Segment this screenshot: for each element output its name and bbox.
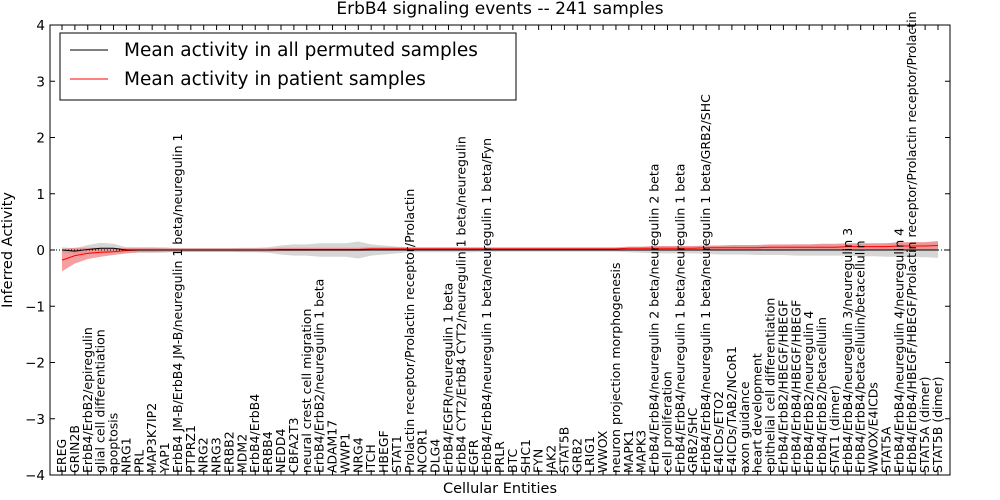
chart-title: ErbB4 signaling events -- 241 samples [336, 0, 663, 19]
x-tick-label: ITCH [363, 444, 378, 473]
x-tick-label: GRB2 [569, 438, 584, 473]
x-tick-label: FYN [531, 449, 546, 473]
x-tick-label: JAK2 [544, 445, 559, 474]
x-tick-label: ErbB4 CYT2/ErbB4 CYT2/neuregulin 1 beta/… [453, 136, 468, 473]
x-tick-label: EREG [54, 439, 69, 473]
x-tick-label: neuron projection morphogenesis [608, 262, 623, 473]
x-tick-label: ErbB4/ErbB4/neuregulin 1 beta/neuregulin… [698, 94, 713, 473]
x-tick-label: PTPRZ1 [183, 425, 198, 473]
x-tick-label: WWOX [595, 430, 610, 473]
x-tick-label: HBEGF [376, 430, 391, 473]
band-patient [62, 241, 938, 272]
x-tick-label: DLG4 [428, 439, 443, 473]
x-tick-label: STAT1 (dimer) [827, 385, 842, 473]
x-tick-label: NRG2 [196, 437, 211, 473]
y-tick-label: −2 [25, 356, 45, 372]
legend-label-permuted: Mean activity in all permuted samples [124, 40, 478, 61]
y-tick-label: −3 [25, 412, 45, 428]
x-tick-label: apoptosis [106, 413, 121, 473]
x-tick-label: E4ICDs/TAB2/NCoR1 [724, 346, 739, 473]
x-tick-label: GRIN2B [67, 425, 82, 473]
y-tick-label: 3 [36, 74, 45, 90]
legend-label-patient: Mean activity in patient samples [124, 69, 426, 90]
x-tick-label: ADAM17 [325, 420, 340, 473]
legend: Mean activity in all permuted samples Me… [59, 32, 517, 101]
x-tick-label: CBFA2T3 [286, 418, 301, 473]
x-tick-label: NRG3 [209, 437, 224, 473]
x-tick-label: GRB2/SHC [685, 408, 700, 473]
x-tick-label: ErbB4 JM-B/ErbB4 JM-B/neuregulin 1 beta/… [170, 134, 185, 473]
x-tick-label: MAPK3 [634, 430, 649, 473]
x-tick-label: YAP1 [157, 442, 172, 474]
x-tick-label: ErbB4/ErbB4/neuregulin 4/neuregulin 4 [891, 228, 906, 473]
x-tick-label: PRL [131, 450, 146, 473]
x-tick-label: epithelial cell differentiation [763, 298, 778, 473]
x-tick-label: NRG1 [118, 437, 133, 473]
x-tick-label: ErbB4/ErbB4/neuregulin 1 beta/neuregulin… [479, 138, 494, 473]
x-tick-label: NEDD4 [273, 429, 288, 473]
x-tick-label: STAT1 [389, 435, 404, 473]
x-tick-label: ErbB4/ErbB4/neuregulin 1 beta/neuregulin… [672, 164, 687, 473]
x-tick-label: NRG4 [350, 437, 365, 473]
plot-frame [49, 24, 951, 476]
x-tick-label: ErbB4/ErbB2/betacellulin [814, 317, 829, 473]
y-tick-label: 4 [36, 18, 45, 34]
x-tick-label: SHC1 [518, 439, 533, 473]
x-tick-label: NCOR1 [415, 428, 430, 473]
y-tick-label: 2 [36, 131, 45, 147]
x-tick-label: PRLR [492, 441, 507, 473]
x-tick-label: ErbB4/ErbB4/neuregulin 3/neuregulin 3 [840, 228, 855, 473]
x-tick-label: axon guidance [737, 381, 752, 473]
x-tick-label: ErbB4/ErbB4/HBEGF/HBEGF/Prolactin recept… [904, 11, 919, 473]
x-tick-label: LRIG1 [582, 436, 597, 473]
x-tick-label: ErbB4/ErbB4 [247, 394, 262, 473]
x-tick-label: ErbB4/ErbB4/neuregulin 2 beta/neuregulin… [647, 164, 662, 473]
y-tick-label: 1 [36, 187, 45, 203]
x-tick-label: ErbB4/ErbB2/epiregulin [80, 327, 95, 473]
x-tick-label: ErbB4/ErbB2/neuregulin 4 [801, 311, 816, 473]
x-tick-label: ErbB4/ErbB2/neuregulin 1 beta [312, 279, 327, 473]
x-tick-label: MDM2 [234, 434, 249, 473]
x-axis-label: Cellular Entities [443, 481, 557, 497]
x-tick-label: STAT5A [878, 426, 893, 473]
plot-area: 4 3 2 1 0 −1 −2 −3 −4 EREGGRIN2BErbB4/ErbB2/epire… [25, 11, 950, 484]
x-tick-label: MAPK1 [621, 430, 636, 473]
x-tick-label: WWP1 [337, 433, 352, 473]
x-tick-label: heart development [750, 353, 765, 473]
legend-box [59, 32, 517, 101]
x-tick-label: neural crest cell migration [299, 309, 314, 473]
x-tick-label: EGFR [466, 439, 481, 473]
y-axis-label: Inferred Activity [0, 192, 16, 308]
x-tick-label: WWOX/E4ICDs [866, 382, 881, 473]
x-tick-label: MAP3K7IP2 [144, 403, 159, 473]
x-tick-label: ErbB4/EGFR/neuregulin 1 beta [440, 283, 455, 473]
x-tick-label: STAT5A (dimer) [917, 377, 932, 473]
x-tick-label: E4ICDs/ETO2 [711, 391, 726, 473]
y-tick-label: −4 [25, 468, 45, 484]
x-tick-label: ERBB2 [221, 431, 236, 473]
x-tick-label: ErbB4/ErbB2/HBEGF/HBEGF [775, 300, 790, 473]
y-tick-label: 0 [36, 243, 45, 259]
x-tick-label: STAT5B (dimer) [930, 377, 945, 473]
x-tick-label: Prolactin receptor/Prolactin receptor/Pr… [402, 189, 417, 473]
x-tick-label: STAT5B [556, 427, 571, 473]
x-tick-label: ERBB4 [260, 431, 275, 473]
y-tick-label: −1 [25, 299, 45, 315]
x-tick-label: cell proliferation [659, 371, 674, 473]
x-tick-label: ErbB4/ErbB4/betacellulin/betacellulin [853, 240, 868, 473]
x-tick-label: BTC [505, 449, 520, 473]
series-line-permuted [61, 247, 938, 252]
x-tick-label: glial cell differentiation [93, 329, 108, 473]
x-tick-label: ErbB4/ErbB4/HBEGF/HBEGF [788, 300, 803, 473]
